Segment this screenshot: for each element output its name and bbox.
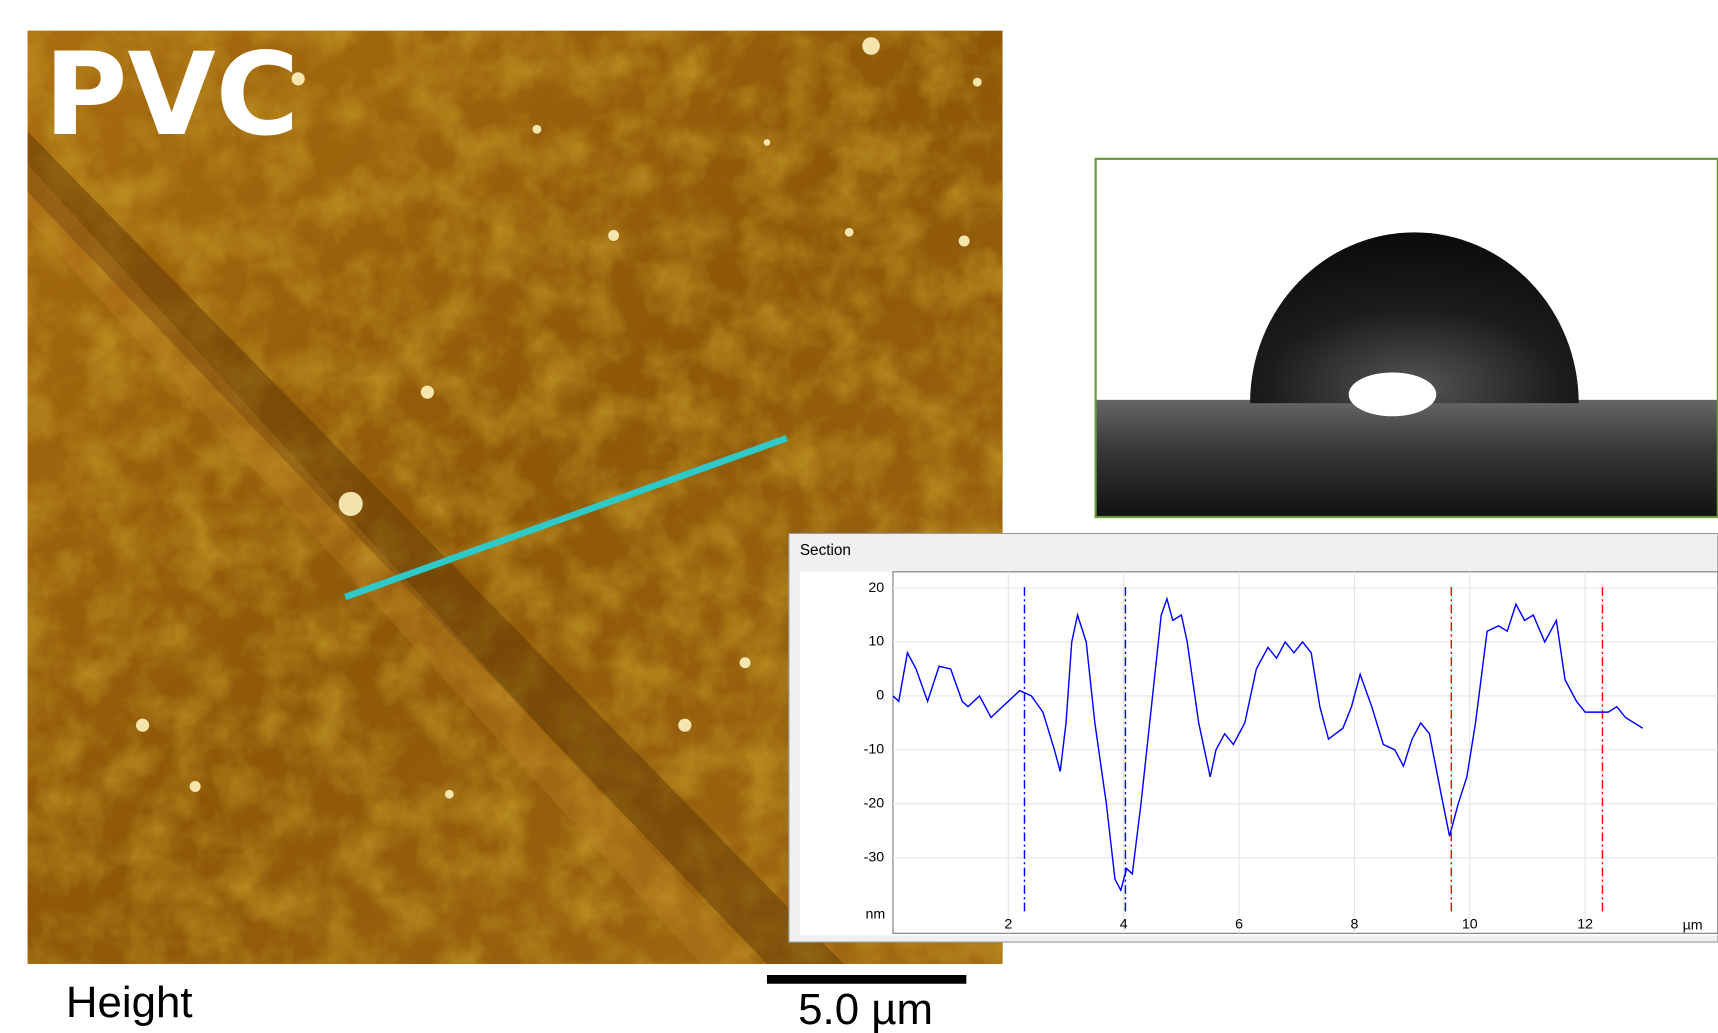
x-tick-label: 12	[1577, 916, 1593, 932]
section-panel	[789, 533, 1718, 942]
y-tick-label: 0	[876, 688, 884, 704]
y-tick-label: 10	[868, 634, 884, 650]
chart-title: Section	[800, 542, 851, 559]
channel-label: Height	[66, 978, 193, 1027]
x-tick-label: 4	[1120, 916, 1128, 932]
y-tick-label: 20	[868, 580, 884, 596]
x-tick-label: 10	[1462, 916, 1478, 932]
x-unit: µm	[1683, 917, 1703, 933]
y-tick-label: -20	[864, 796, 885, 812]
scale-bar-label: 5.0 µm	[798, 985, 933, 1033]
y-tick-label: -30	[864, 850, 885, 866]
title: PVC	[44, 28, 299, 161]
page: {"labels": {"title": "PVC", "channel": "…	[0, 0, 1718, 1033]
x-tick-label: 2	[1004, 916, 1012, 932]
figure: PVC Height 5.0 µm Section nm µm 20 10 0 -10…	[0, 0, 1718, 1033]
y-unit: nm	[866, 906, 886, 922]
y-tick-label: -10	[864, 742, 885, 758]
droplet-image	[1096, 159, 1718, 517]
x-tick-label: 8	[1350, 916, 1358, 932]
x-tick-label: 6	[1235, 916, 1243, 932]
